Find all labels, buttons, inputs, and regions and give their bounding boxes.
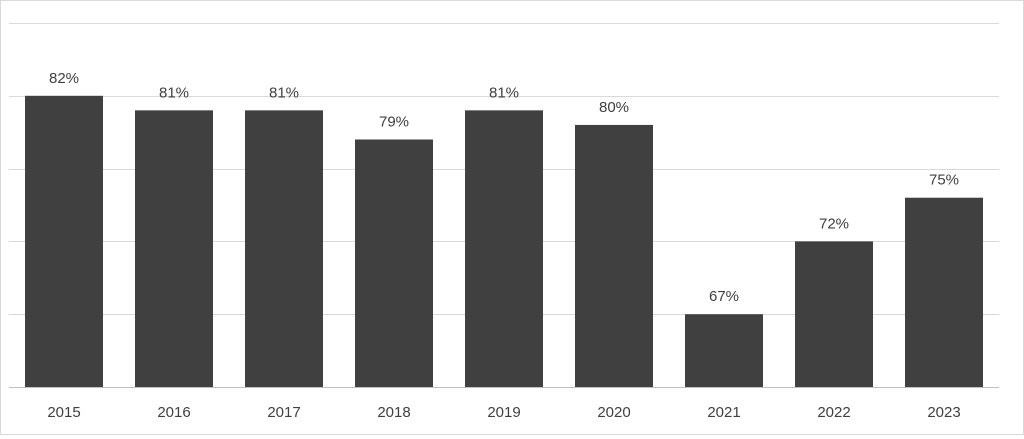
- bar-2022: [795, 241, 873, 387]
- x-tick-label-2023: 2023: [927, 404, 960, 421]
- x-tick-label-2015: 2015: [47, 404, 80, 421]
- bar-2020: [575, 124, 653, 388]
- x-tick-label-2017: 2017: [267, 404, 300, 421]
- x-tick-label-2020: 2020: [597, 404, 630, 421]
- data-label-2017: 81%: [269, 84, 299, 101]
- bar-2023: [905, 197, 983, 387]
- bar-2015: [25, 95, 103, 388]
- x-axis: 2015 2016 2017 2018 2019 2020 2021 2022 2023: [9, 387, 999, 421]
- x-tick-label-2018: 2018: [377, 404, 410, 421]
- x-tick-label-2019: 2019: [487, 404, 520, 421]
- data-label-2015: 82%: [49, 70, 79, 87]
- data-label-2018: 79%: [379, 113, 409, 130]
- data-label-2023: 75%: [929, 172, 959, 189]
- data-label-2019: 81%: [489, 84, 519, 101]
- data-labels: 82% 81% 81% 79% 81% 80% 67% 72% 75%: [49, 70, 959, 305]
- bar-2018: [355, 139, 433, 387]
- bars: [25, 95, 983, 388]
- data-label-2021: 67%: [709, 288, 739, 305]
- bar-2021: [685, 314, 763, 387]
- x-tick-label-2022: 2022: [817, 404, 850, 421]
- bar-2019: [465, 110, 543, 388]
- data-label-2020: 80%: [599, 99, 629, 116]
- x-tick-label-2016: 2016: [157, 404, 190, 421]
- bar-2017: [245, 110, 323, 388]
- bar-2016: [135, 110, 213, 388]
- data-label-2022: 72%: [819, 215, 849, 232]
- x-tick-label-2021: 2021: [707, 404, 740, 421]
- data-label-2016: 81%: [159, 84, 189, 101]
